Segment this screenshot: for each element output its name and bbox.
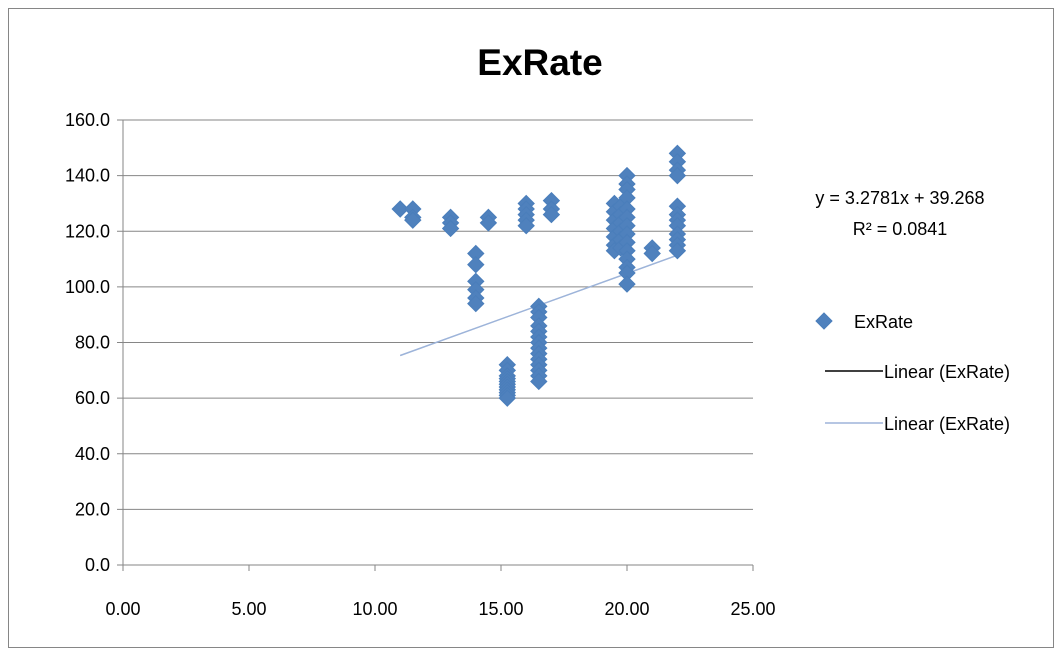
trendline-equation: y = 3.2781x + 39.268 [815,188,984,208]
legend-item-linear-blue: Linear (ExRate) [825,414,1010,434]
axes [117,119,754,571]
x-axis-tick-labels: 0.00 5.00 10.00 15.00 20.00 25.00 [105,599,775,619]
legend-label-linear-black: Linear (ExRate) [884,362,1010,382]
x-tick-label: 15.00 [478,599,523,619]
legend-label-linear-blue: Linear (ExRate) [884,414,1010,434]
data-point [618,275,636,293]
data-points [391,144,687,407]
data-point [668,166,687,185]
trendline-r-squared: R² = 0.0841 [853,219,948,239]
legend-diamond-icon [815,312,833,330]
y-tick-label: 0.0 [85,555,110,575]
y-tick-label: 100.0 [65,277,110,297]
data-point [467,294,485,313]
chart-frame [8,8,1054,648]
y-tick-label: 40.0 [75,444,110,464]
data-point [643,244,661,263]
data-point [530,372,548,391]
x-tick-label: 0.00 [105,599,140,619]
y-tick-label: 140.0 [65,166,110,186]
chart-title: ExRate [477,42,602,83]
x-tick-label: 20.00 [604,599,649,619]
y-tick-label: 60.0 [75,388,110,408]
y-tick-label: 20.0 [75,499,110,519]
x-tick-label: 25.00 [730,599,775,619]
data-point [542,205,561,224]
data-point [479,214,498,232]
data-point [467,255,485,274]
data-point [668,242,687,260]
data-point [404,211,422,229]
y-tick-label: 120.0 [65,221,110,241]
y-tick-label: 160.0 [65,110,110,130]
legend-label-exrate: ExRate [854,312,913,332]
x-tick-label: 5.00 [231,599,266,619]
y-axis-tick-labels: 0.0 20.0 40.0 60.0 80.0 100.0 120.0 140.0 160.0 [65,110,110,575]
x-tick-label: 10.00 [352,599,397,619]
data-point [517,216,535,235]
legend: ExRate Linear (ExRate) Linear (ExRate) [815,312,1010,434]
data-point [498,389,517,407]
y-tick-label: 80.0 [75,333,110,353]
data-point [391,200,409,218]
legend-item-exrate: ExRate [815,312,913,332]
data-point [441,219,460,238]
legend-item-linear-black: Linear (ExRate) [825,362,1010,382]
